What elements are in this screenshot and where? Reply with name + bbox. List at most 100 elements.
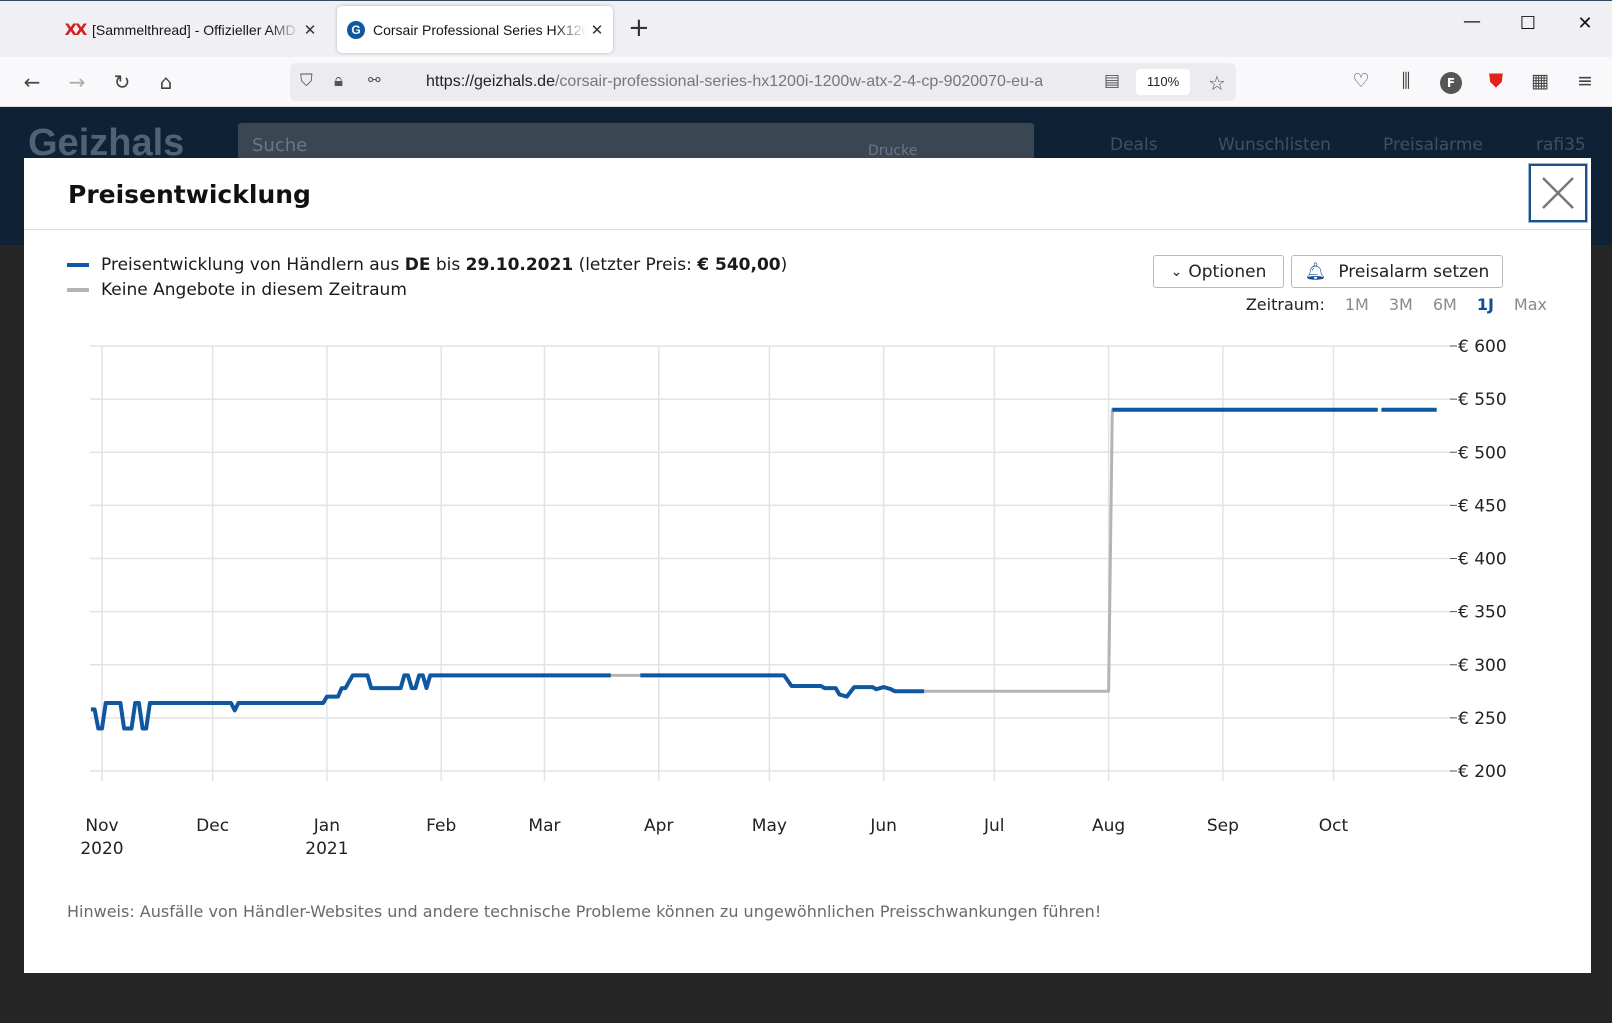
zeitraum-3m[interactable]: 3M	[1388, 295, 1413, 314]
bell-icon: 🔔︎	[1304, 261, 1327, 282]
maximize-icon[interactable]: ☐	[1519, 13, 1537, 34]
tab-title: Corsair Professional Series HX1200i	[373, 21, 587, 38]
modal-header: Preisentwicklung	[24, 158, 1591, 230]
zeitraum-1m[interactable]: 1M	[1344, 295, 1369, 314]
legend-country: DE	[404, 254, 431, 275]
x-tick-label: Oct	[1319, 816, 1349, 836]
deals-link: Deals	[1110, 135, 1158, 155]
options-label: Optionen	[1188, 261, 1267, 282]
shield-icon[interactable]: ⛉	[300, 71, 313, 91]
minimize-icon[interactable]: —	[1463, 11, 1481, 32]
profile-avatar[interactable]: F	[1440, 72, 1462, 94]
zeitraum-6m[interactable]: 6M	[1432, 295, 1457, 314]
x-tick-label: May	[752, 816, 787, 836]
tab-bar: XX [Sammelthread] - Offizieller AMD ✕ G …	[0, 0, 1612, 57]
back-icon[interactable]: ←	[23, 70, 41, 94]
x-tick-year-label: 2021	[305, 839, 348, 859]
legend-date: 29.10.2021	[465, 254, 574, 275]
legend-last-price: € 540,00	[697, 254, 781, 275]
y-tick-label: € 450	[1458, 496, 1507, 516]
options-button[interactable]: ⌄ Optionen	[1153, 255, 1284, 288]
permissions-icon[interactable]: ⚯	[368, 71, 381, 89]
xx-icon: XX	[64, 20, 88, 39]
reload-icon[interactable]: ↻	[113, 70, 131, 94]
legend-gap: Keine Angebote in diesem Zeitraum	[67, 277, 787, 302]
y-tick-label: € 500	[1458, 443, 1507, 463]
price-history-modal: Preisentwicklung Preisentwicklung von Hä…	[24, 158, 1591, 973]
legend-text-part: )	[780, 254, 788, 275]
legend-gap-text: Keine Angebote in diesem Zeitraum	[101, 279, 407, 300]
new-tab-icon[interactable]: +	[628, 13, 650, 43]
x-tick-label: Jan	[313, 816, 340, 836]
x-tick-label: Jun	[869, 816, 897, 836]
url-host: https://geizhals.de	[426, 73, 555, 90]
x-tick-label: Jul	[983, 816, 1005, 836]
x-tick-label: Aug	[1092, 816, 1125, 836]
price-alarm-label: Preisalarm setzen	[1338, 261, 1490, 282]
x-tick-label: Nov	[85, 816, 118, 836]
y-tick-label: € 300	[1458, 656, 1507, 676]
x-tick-label: Sep	[1207, 816, 1239, 836]
close-window-icon[interactable]: ✕	[1577, 13, 1593, 34]
y-tick-label: € 400	[1458, 550, 1507, 570]
x-tick-year-label: 2020	[80, 839, 123, 859]
site-search: Suche Drucke	[238, 123, 1034, 161]
y-tick-label: € 350	[1458, 603, 1507, 623]
library-icon[interactable]: ⫼	[1401, 70, 1411, 92]
tab-sammelthread[interactable]: XX [Sammelthread] - Offizieller AMD ✕	[56, 6, 326, 53]
wunschlisten-link: Wunschlisten	[1218, 135, 1331, 155]
legend-price: Preisentwicklung von Händlern aus DE bis…	[67, 252, 787, 277]
x-tick-label: Apr	[644, 816, 673, 836]
url-bar[interactable]: ⛉ 🔒︎ ⚯ https://geizhals.de/corsair-profe…	[290, 63, 1236, 101]
chevron-down-icon: ⌄	[1170, 263, 1183, 280]
close-tab-icon[interactable]: ✕	[303, 21, 317, 39]
y-tick-label: € 600	[1458, 337, 1507, 357]
close-icon	[1542, 177, 1574, 209]
zeitraum-label: Zeitraum:	[1245, 295, 1325, 314]
legend-swatch-gap	[67, 287, 89, 292]
forward-icon[interactable]: →	[68, 70, 86, 94]
lock-icon[interactable]: 🔒︎	[334, 71, 344, 91]
search-placeholder: Suche	[252, 135, 308, 156]
price-alarm-button[interactable]: 🔔︎ Preisalarm setzen	[1291, 255, 1503, 288]
menu-icon[interactable]: ≡	[1577, 70, 1593, 92]
legend-text-part: (letzter Preis:	[573, 254, 698, 275]
user-link: rafi35	[1536, 135, 1586, 155]
geizhals-icon: G	[347, 20, 365, 39]
extension-icon[interactable]: ▦	[1531, 70, 1549, 92]
preisalarme-link: Preisalarme	[1383, 135, 1483, 155]
x-tick-label: Mar	[528, 816, 560, 836]
price-line	[640, 673, 925, 699]
url-text[interactable]: https://geizhals.de/corsair-professional…	[426, 73, 1090, 91]
zeitraum-max[interactable]: Max	[1513, 295, 1547, 314]
bookmark-star-icon[interactable]: ☆	[1208, 71, 1226, 95]
tab-title: [Sammelthread] - Offizieller AMD	[92, 21, 296, 38]
zoom-level[interactable]: 110%	[1136, 69, 1190, 95]
hint-note: Hinweis: Ausfälle von Händler-Websites u…	[67, 902, 1102, 921]
legend-swatch-price	[67, 262, 89, 267]
zeitraum-selector: Zeitraum: 1M 3M 6M 1J Max	[1246, 295, 1547, 314]
chart-legend: Preisentwicklung von Händlern aus DE bis…	[67, 252, 787, 302]
legend-text-part: Preisentwicklung von Händlern aus	[101, 254, 405, 275]
pocket-icon[interactable]: ♡	[1352, 70, 1370, 92]
home-icon[interactable]: ⌂	[159, 70, 173, 94]
price-chart: € 200 € 250 € 300 € 350 € 400 € 450 € 500 € 550…	[80, 337, 1507, 859]
x-tick-label: Dec	[196, 816, 229, 836]
search-hint: Drucke	[868, 143, 918, 159]
close-modal-button[interactable]	[1529, 164, 1587, 222]
legend-price-text: Preisentwicklung von Händlern aus DE bis…	[101, 255, 787, 275]
close-tab-icon[interactable]: ✕	[590, 21, 604, 39]
site-logo: Geizhals	[28, 122, 185, 164]
price-line	[90, 673, 611, 731]
x-tick-label: Feb	[426, 816, 456, 836]
url-path: /corsair-professional-series-hx1200i-120…	[554, 73, 1044, 90]
legend-text-part: bis	[430, 254, 466, 275]
y-tick-label: € 200	[1458, 762, 1507, 782]
y-tick-label: € 250	[1458, 709, 1507, 729]
adblock-icon[interactable]: ⛊	[1488, 70, 1504, 92]
modal-title: Preisentwicklung	[68, 180, 311, 209]
reader-view-icon[interactable]: ▤	[1104, 71, 1121, 91]
tab-geizhals[interactable]: G Corsair Professional Series HX1200i ✕	[337, 6, 613, 53]
zeitraum-1j[interactable]: 1J	[1476, 295, 1494, 314]
